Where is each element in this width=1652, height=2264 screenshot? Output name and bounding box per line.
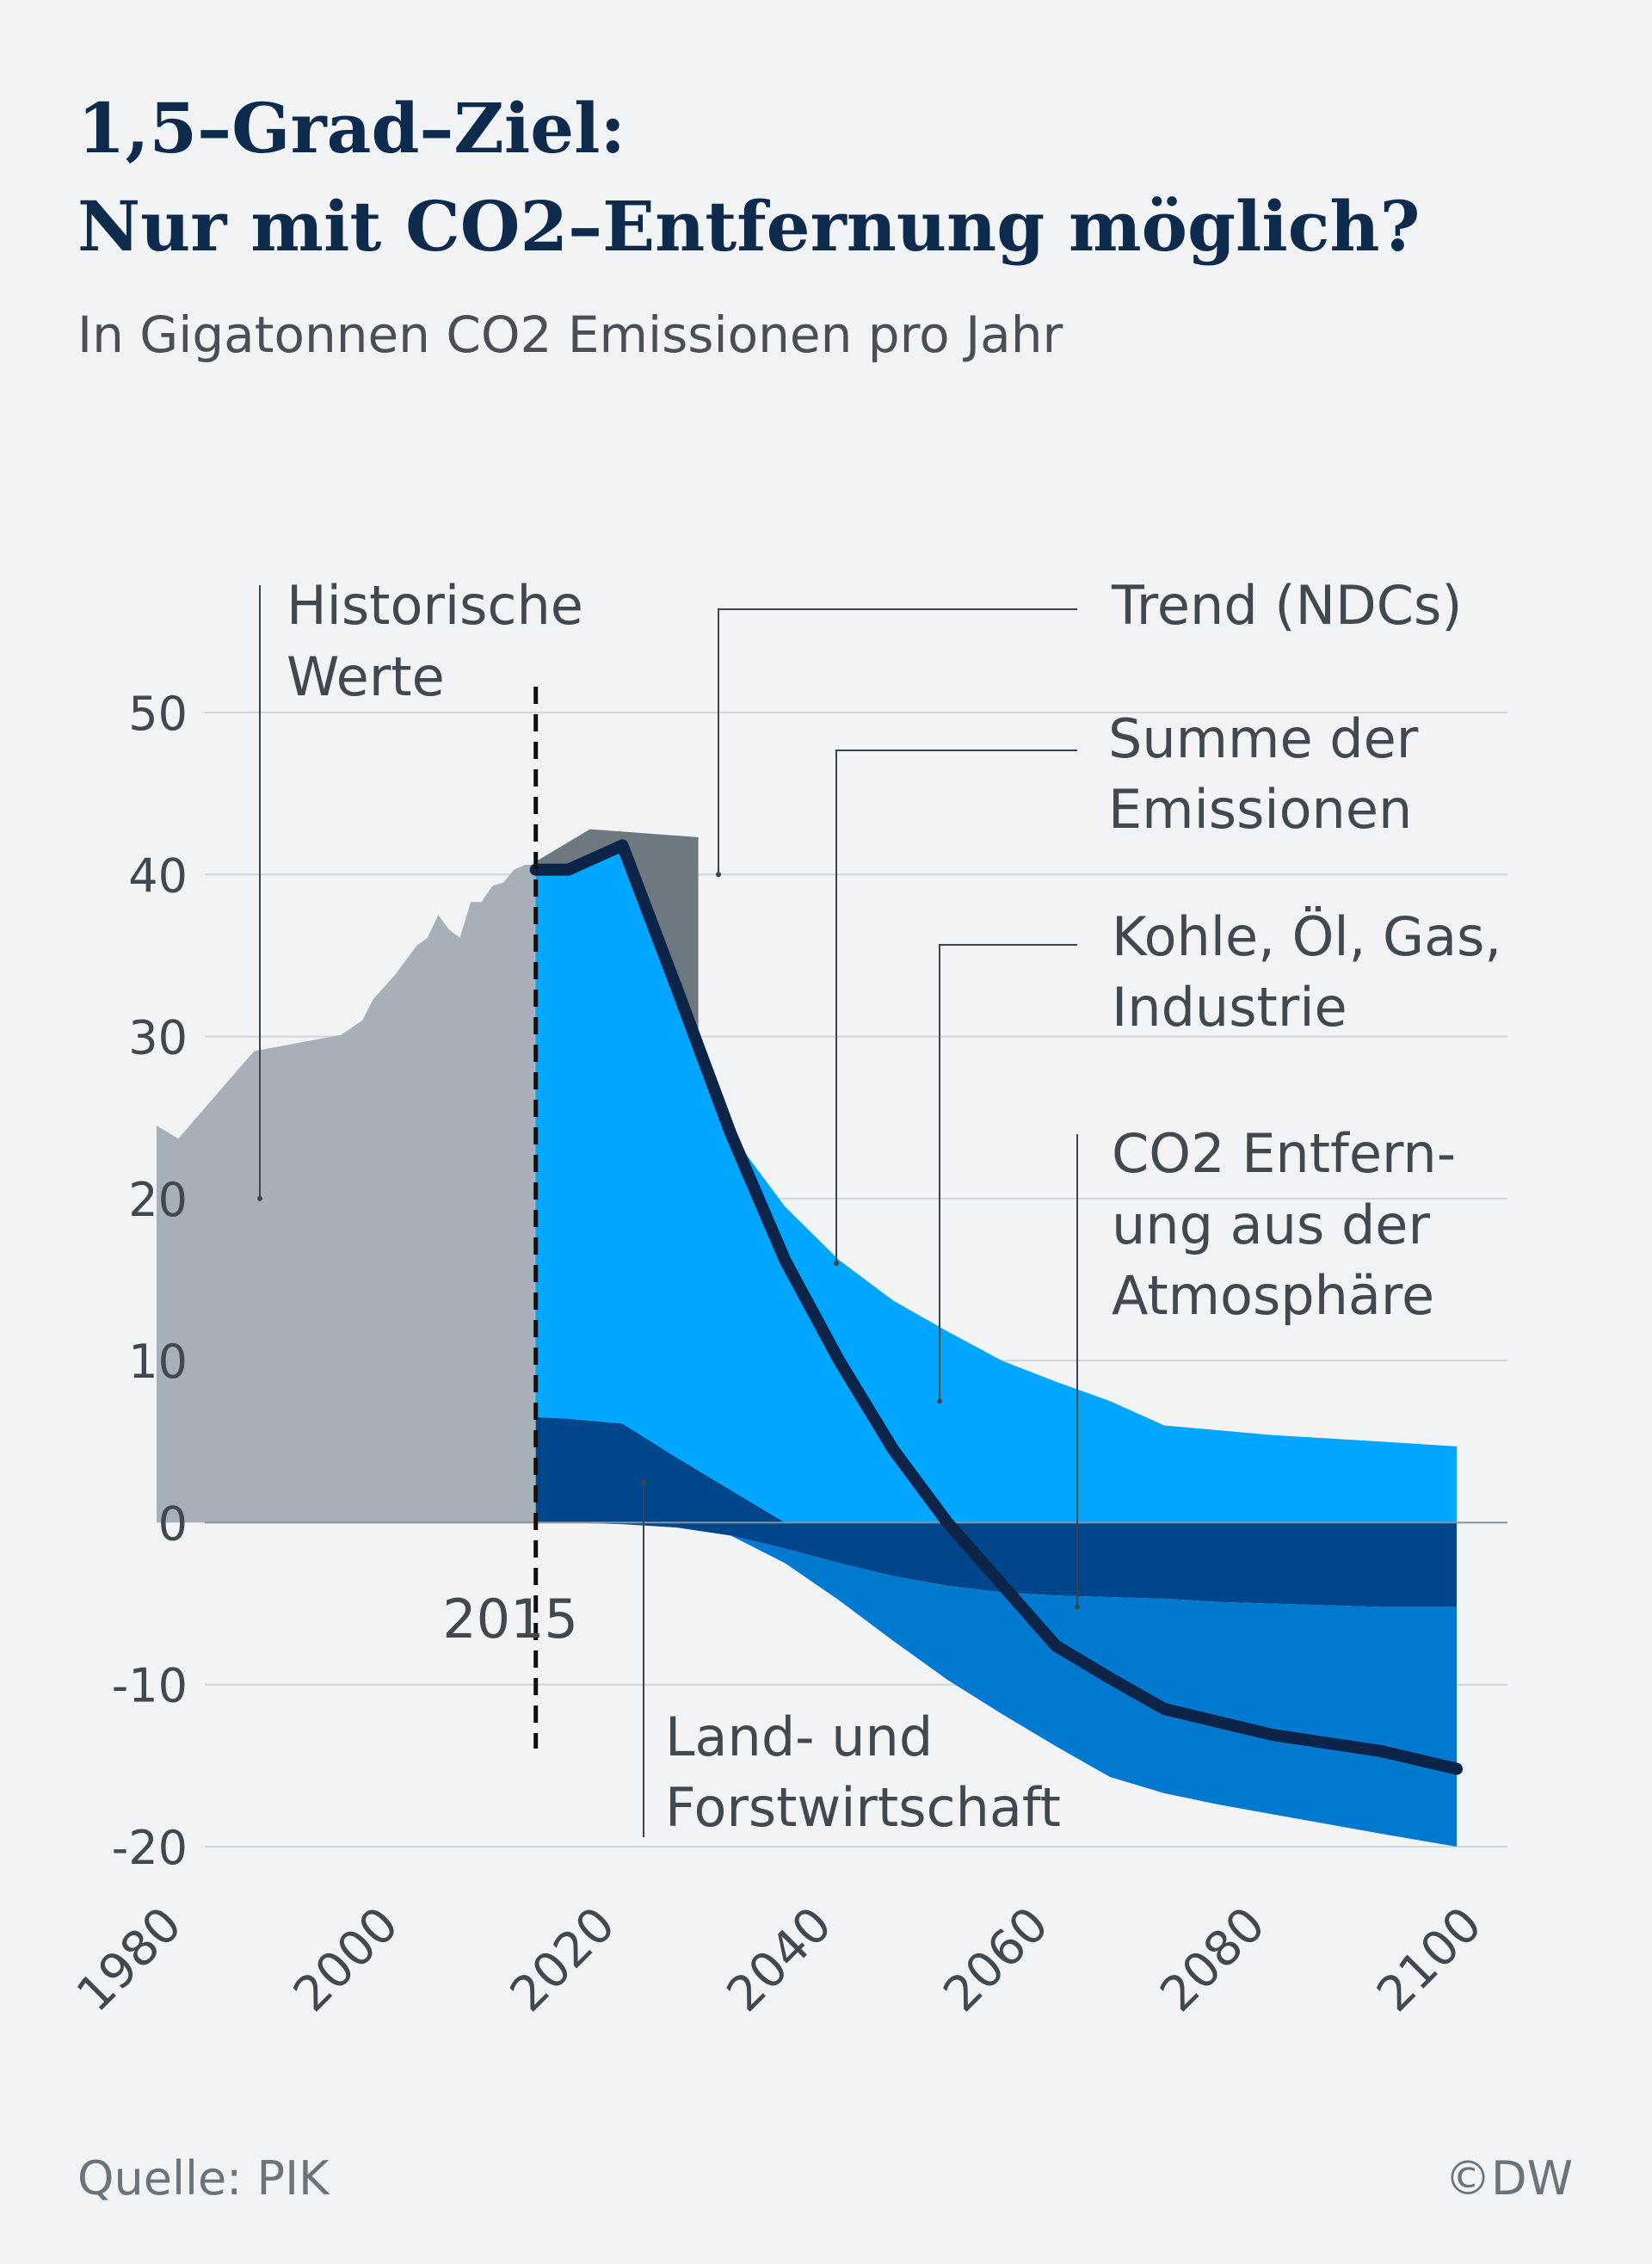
annotation-historisch-line-2: Werte bbox=[287, 645, 445, 708]
annotation-fossil: Kohle, Öl, Gas, Industrie bbox=[1112, 905, 1501, 1039]
annotation-labels: Historische Werte Trend (NDCs) Summe der Emi… bbox=[287, 574, 1501, 1839]
source-note: Quelle: PIK bbox=[77, 2151, 330, 2205]
annotation-trend-line-1: Trend (NDCs) bbox=[1111, 574, 1462, 637]
x-tick-label-2080: 2080 bbox=[1150, 1897, 1276, 2023]
chart-title-line-1: 1,5–Grad–Ziel: bbox=[77, 88, 626, 169]
annotation-summe-line-1: Summe der bbox=[1108, 707, 1419, 770]
annotation-summe: Summe der Emissionen bbox=[1108, 707, 1419, 841]
y-tick-label-50: 50 bbox=[128, 687, 188, 741]
x-tick-label-2100: 2100 bbox=[1366, 1897, 1493, 2023]
annotation-land: Land- und Forstwirtschaft bbox=[665, 1706, 1061, 1839]
annotation-trend: Trend (NDCs) bbox=[1111, 574, 1462, 637]
area-series bbox=[157, 829, 1458, 1847]
x-tick-label-1980: 1980 bbox=[66, 1897, 193, 2023]
x-tick-label-2020: 2020 bbox=[500, 1897, 626, 2023]
annotation-removal: CO2 Entfern-ung aus der Atmosphäre bbox=[1112, 1122, 1456, 1327]
x-tick-label-2060: 2060 bbox=[933, 1897, 1059, 2023]
y-tick-label-40: 40 bbox=[128, 848, 188, 903]
annotation-summe-line-2: Emissionen bbox=[1108, 778, 1412, 841]
leader-dot-removal bbox=[1075, 1604, 1080, 1610]
annotation-removal-line-3: Atmosphäre bbox=[1112, 1264, 1434, 1327]
y-axis-tick-labels: -20 -10 0 10 20 30 40 50 bbox=[112, 687, 188, 1875]
annotation-fossil-line-2: Industrie bbox=[1112, 976, 1347, 1039]
y-tick-label-minus-20: -20 bbox=[112, 1821, 188, 1875]
leader-trend bbox=[718, 608, 1077, 875]
copyright-note: ©DW bbox=[1445, 2151, 1573, 2205]
leader-summe bbox=[835, 750, 1077, 1264]
annotation-historisch-line-1: Historische bbox=[287, 574, 583, 637]
annotation-marker: 2015 bbox=[442, 1588, 578, 1650]
chart-title: 1,5–Grad–Ziel: Nur mit CO2–Entfernung mö… bbox=[77, 79, 1609, 275]
x-tick-label-2000: 2000 bbox=[283, 1897, 410, 2023]
annotation-removal-line-1: CO2 Entfern- bbox=[1112, 1122, 1456, 1185]
y-tick-label-30: 30 bbox=[128, 1011, 188, 1065]
annotation-historisch: Historische Werte bbox=[287, 574, 583, 708]
leader-dot-fossil bbox=[937, 1398, 942, 1404]
x-tick-label-2040: 2040 bbox=[717, 1897, 843, 2023]
area-land-und-forstwirtschaft bbox=[535, 1417, 1458, 1607]
leader-dot-land bbox=[641, 1479, 646, 1485]
line-summe-der-emissionen bbox=[529, 839, 1463, 1775]
y-tick-label-minus-10: -10 bbox=[112, 1659, 188, 1713]
y-tick-label-20: 20 bbox=[128, 1173, 188, 1227]
area-kohle-oel-gas-industrie bbox=[535, 845, 1458, 1523]
line-series bbox=[529, 839, 1463, 1775]
leader-dot-summe bbox=[834, 1261, 839, 1267]
annotation-leaders bbox=[257, 585, 1080, 1837]
y-tick-label-10: 10 bbox=[128, 1335, 188, 1389]
leader-dot-historisch bbox=[257, 1195, 262, 1201]
annotation-fossil-line-1: Kohle, Öl, Gas, bbox=[1112, 905, 1501, 968]
annotation-removal-line-2: ung aus der bbox=[1112, 1194, 1430, 1256]
chart-subtitle: In Gigatonnen CO2 Emissionen pro Jahr bbox=[77, 305, 1063, 364]
annotation-land-line-2: Forstwirtschaft bbox=[665, 1776, 1061, 1839]
chart-title-line-2: Nur mit CO2–Entfernung möglich? bbox=[77, 186, 1421, 267]
area-historische-werte bbox=[157, 864, 536, 1523]
x-axis-tick-labels: 1980 2000 2020 2040 2060 2080 2100 bbox=[66, 1897, 1493, 2023]
area-co2-entfernung-aus-der-atmosphaere bbox=[535, 1522, 1458, 1847]
annotation-land-line-1: Land- und bbox=[665, 1706, 933, 1768]
y-tick-label-0: 0 bbox=[158, 1496, 188, 1551]
annotation-marker-line-1: 2015 bbox=[442, 1588, 578, 1650]
leader-dot-trend bbox=[716, 872, 721, 878]
leader-fossil bbox=[939, 944, 1077, 1402]
